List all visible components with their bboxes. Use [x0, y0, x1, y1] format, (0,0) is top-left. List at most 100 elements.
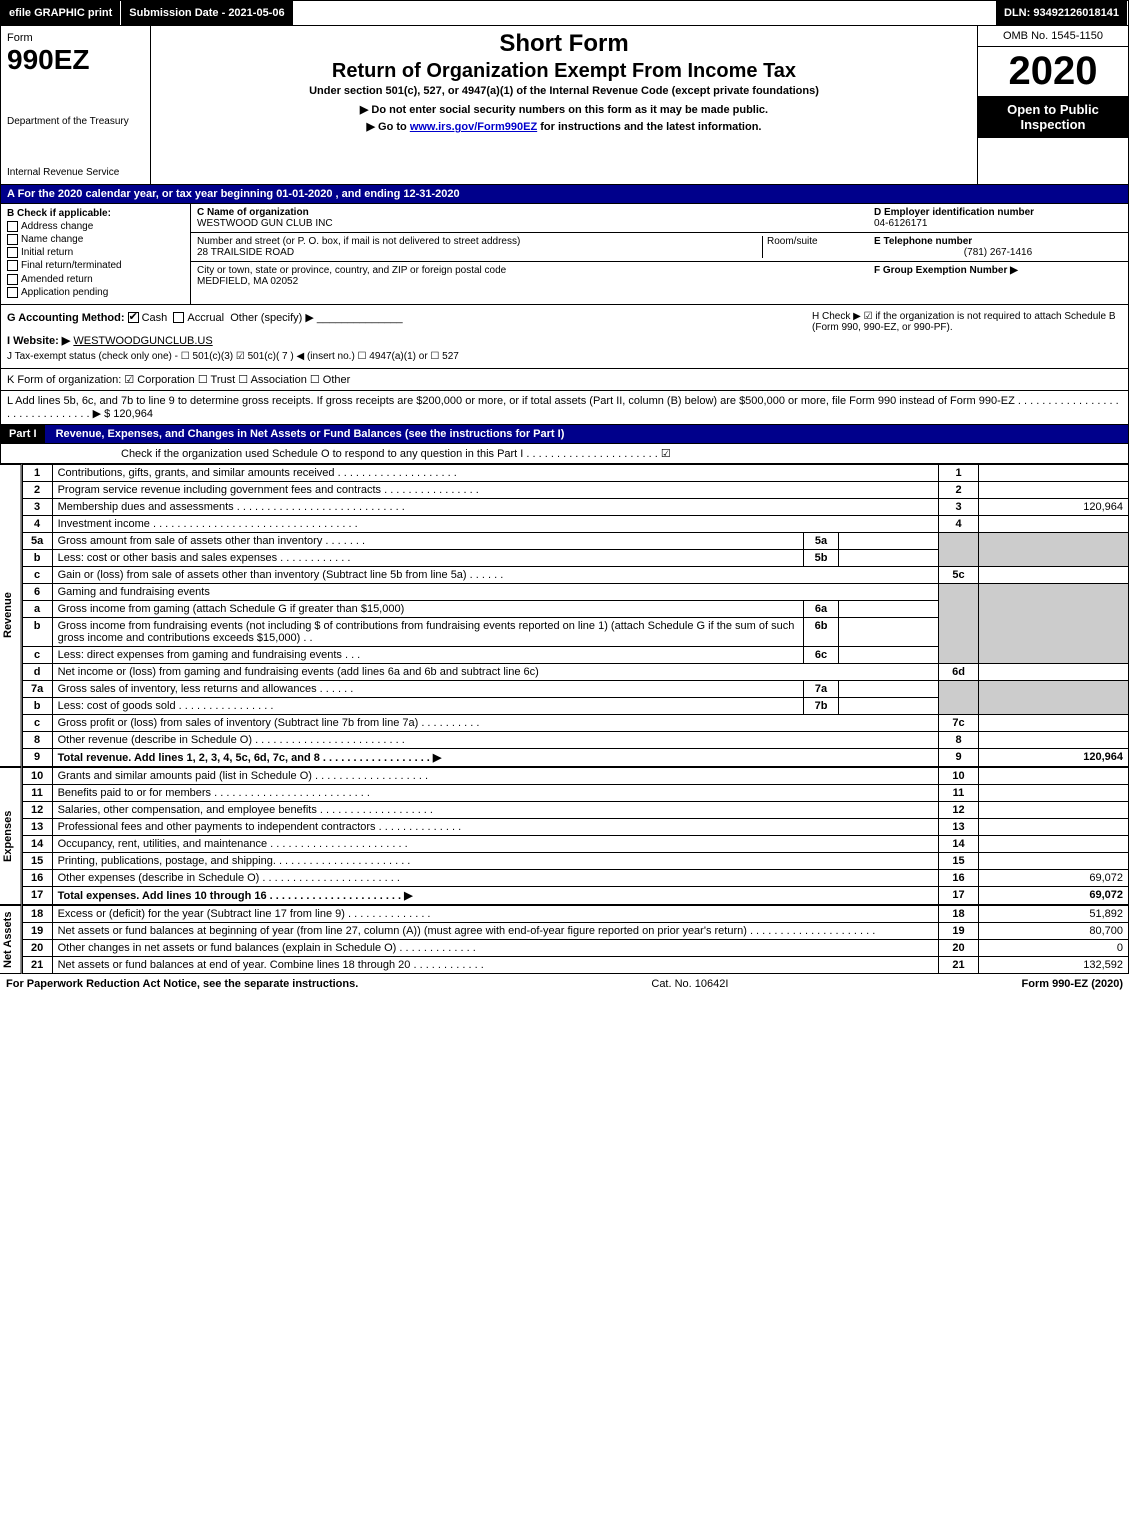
check-name-change[interactable]: Name change — [7, 234, 184, 245]
check-application-pending[interactable]: Application pending — [7, 287, 184, 298]
line-h: H Check ▶ ☑ if the organization is not r… — [812, 311, 1122, 362]
website-label: I Website: ▶ — [7, 335, 70, 347]
footer-form-ref: Form 990-EZ (2020) — [1022, 978, 1123, 990]
check-address-change[interactable]: Address change — [7, 221, 184, 232]
top-bar: efile GRAPHIC print Submission Date - 20… — [0, 0, 1129, 26]
revenue-section: Revenue 1Contributions, gifts, grants, a… — [0, 464, 1129, 767]
phone-label: E Telephone number — [874, 236, 972, 247]
ein-label: D Employer identification number — [874, 207, 1034, 218]
submission-date-label: Submission Date - 2021-05-06 — [121, 1, 293, 25]
line-6d: dNet income or (loss) from gaming and fu… — [22, 663, 1128, 680]
check-name-change-label: Name change — [21, 234, 83, 245]
netassets-table: 18Excess or (deficit) for the year (Subt… — [22, 905, 1129, 974]
form-header: Form 990EZ Department of the Treasury In… — [0, 26, 1129, 185]
efile-print-button[interactable]: efile GRAPHIC print — [1, 1, 121, 25]
part-i-label: Part I — [1, 425, 45, 443]
ssn-warning: ▶ Do not enter social security numbers o… — [155, 103, 973, 116]
irs-label: Internal Revenue Service — [7, 167, 144, 178]
check-amended-return-label: Amended return — [21, 274, 93, 285]
check-b-title: B Check if applicable: — [7, 208, 184, 219]
expenses-section: Expenses 10Grants and similar amounts pa… — [0, 767, 1129, 905]
part-i-header-row: Part I Revenue, Expenses, and Changes in… — [0, 425, 1129, 444]
under-section: Under section 501(c), 527, or 4947(a)(1)… — [155, 85, 973, 97]
header-center: Short Form Return of Organization Exempt… — [151, 26, 978, 184]
cash-label: Cash — [142, 312, 168, 324]
line-20: 20Other changes in net assets or fund ba… — [22, 939, 1128, 956]
netassets-section: Net Assets 18Excess or (deficit) for the… — [0, 905, 1129, 974]
line-i: I Website: ▶ WESTWOODGUNCLUB.US — [7, 334, 812, 347]
check-application-pending-label: Application pending — [21, 287, 108, 298]
org-name-row: C Name of organization WESTWOOD GUN CLUB… — [191, 204, 868, 233]
accrual-label: Accrual — [187, 312, 224, 324]
city-row: City or town, state or province, country… — [191, 262, 868, 290]
line-3: 3Membership dues and assessments . . . .… — [22, 498, 1128, 515]
expenses-vlabel: Expenses — [0, 767, 22, 905]
line-19: 19Net assets or fund balances at beginni… — [22, 922, 1128, 939]
line-l: L Add lines 5b, 6c, and 7b to line 9 to … — [0, 391, 1129, 425]
ein-row: D Employer identification number 04-6126… — [868, 204, 1128, 233]
irs-link[interactable]: www.irs.gov/Form990EZ — [410, 121, 537, 133]
line-1: 1Contributions, gifts, grants, and simil… — [22, 464, 1128, 481]
line-17: 17Total expenses. Add lines 10 through 1… — [22, 886, 1128, 904]
box-c-label: C Name of organization — [197, 207, 309, 218]
check-final-return[interactable]: Final return/terminated — [7, 260, 184, 271]
goto-suffix: for instructions and the latest informat… — [537, 121, 761, 133]
group-exemption-label: F Group Exemption Number ▶ — [874, 265, 1018, 276]
form-word: Form — [7, 32, 144, 44]
line-4: 4Investment income . . . . . . . . . . .… — [22, 515, 1128, 532]
line-7a: 7aGross sales of inventory, less returns… — [22, 680, 1128, 697]
line-2: 2Program service revenue including gover… — [22, 481, 1128, 498]
line-9: 9Total revenue. Add lines 1, 2, 3, 4, 5c… — [22, 748, 1128, 766]
entity-right-column: D Employer identification number 04-6126… — [868, 204, 1128, 304]
street-row: Number and street (or P. O. box, if mail… — [191, 233, 868, 262]
tax-year: 2020 — [978, 47, 1128, 96]
street-value: 28 TRAILSIDE ROAD — [197, 247, 294, 258]
check-initial-return-label: Initial return — [21, 247, 73, 258]
footer-left: For Paperwork Reduction Act Notice, see … — [6, 978, 358, 990]
omb-number: OMB No. 1545-1150 — [978, 26, 1128, 47]
goto-prefix: ▶ Go to — [367, 121, 410, 133]
check-final-return-label: Final return/terminated — [21, 261, 122, 272]
return-title: Return of Organization Exempt From Incom… — [155, 60, 973, 83]
city-label: City or town, state or province, country… — [197, 265, 506, 276]
check-accrual[interactable] — [173, 312, 184, 323]
section-gh: G Accounting Method: Cash Accrual Other … — [0, 305, 1129, 369]
line-10: 10Grants and similar amounts paid (list … — [22, 767, 1128, 784]
line-5a: 5aGross amount from sale of assets other… — [22, 532, 1128, 549]
netassets-vlabel: Net Assets — [0, 905, 22, 974]
line-15: 15Printing, publications, postage, and s… — [22, 852, 1128, 869]
website-value: WESTWOODGUNCLUB.US — [73, 335, 212, 347]
dln-label: DLN: 93492126018141 — [996, 1, 1128, 25]
line-21: 21Net assets or fund balances at end of … — [22, 956, 1128, 973]
header-left: Form 990EZ Department of the Treasury In… — [1, 26, 151, 184]
section-gh-left: G Accounting Method: Cash Accrual Other … — [7, 311, 812, 362]
goto-instructions: ▶ Go to www.irs.gov/Form990EZ for instru… — [155, 120, 973, 133]
line-18: 18Excess or (deficit) for the year (Subt… — [22, 905, 1128, 922]
group-exemption-row: F Group Exemption Number ▶ — [868, 262, 1128, 279]
entity-section: B Check if applicable: Address change Na… — [0, 204, 1129, 305]
line-k: K Form of organization: ☑ Corporation ☐ … — [0, 369, 1129, 391]
form-number: 990EZ — [7, 44, 144, 76]
line-g-label: G Accounting Method: — [7, 312, 125, 324]
revenue-table: 1Contributions, gifts, grants, and simil… — [22, 464, 1129, 767]
tax-year-row: A For the 2020 calendar year, or tax yea… — [0, 185, 1129, 204]
check-cash[interactable] — [128, 312, 139, 323]
short-form-title: Short Form — [155, 30, 973, 58]
entity-mid-column: C Name of organization WESTWOOD GUN CLUB… — [191, 204, 868, 304]
phone-row: E Telephone number (781) 267-1416 — [868, 233, 1128, 262]
line-l-text: L Add lines 5b, 6c, and 7b to line 9 to … — [7, 395, 1119, 420]
city-value: MEDFIELD, MA 02052 — [197, 276, 298, 287]
check-initial-return[interactable]: Initial return — [7, 247, 184, 258]
line-16: 16Other expenses (describe in Schedule O… — [22, 869, 1128, 886]
line-j: J Tax-exempt status (check only one) - ☐… — [7, 351, 812, 362]
other-specify-label: Other (specify) ▶ — [230, 312, 314, 324]
line-g: G Accounting Method: Cash Accrual Other … — [7, 311, 812, 324]
check-amended-return[interactable]: Amended return — [7, 274, 184, 285]
org-name: WESTWOOD GUN CLUB INC — [197, 218, 333, 229]
open-public-badge: Open to Public Inspection — [978, 96, 1128, 138]
check-b-column: B Check if applicable: Address change Na… — [1, 204, 191, 304]
line-8: 8Other revenue (describe in Schedule O) … — [22, 731, 1128, 748]
phone-value: (781) 267-1416 — [874, 247, 1122, 258]
part-i-check: Check if the organization used Schedule … — [0, 444, 1129, 464]
part-i-desc: Revenue, Expenses, and Changes in Net As… — [48, 428, 565, 440]
